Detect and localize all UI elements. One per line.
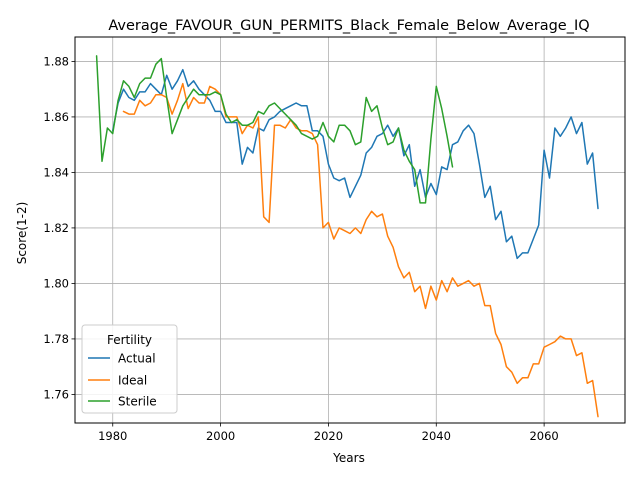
legend-frame [81,324,178,414]
legend-label-sterile: Sterile [118,395,157,409]
series-line-sterile [95,55,454,204]
y-tick-label: 1.82 [43,221,69,235]
x-tick-label: 2000 [206,429,235,443]
x-axis-label: Years [332,451,365,465]
y-tick-label: 1.88 [43,54,69,68]
y-tick-label: 1.78 [43,332,69,346]
grid-layer [75,37,625,423]
y-axis-label: Score(1-2) [15,202,29,265]
series-layer [95,55,599,418]
legend-label-actual: Actual [118,352,156,366]
plot-frame [74,36,626,424]
x-tick-label: 2040 [422,429,451,443]
legend-label-ideal: Ideal [118,374,147,388]
legend-title: Fertility [107,333,152,347]
y-tick-label: 1.84 [43,165,69,179]
y-tick-label: 1.86 [43,110,69,124]
legend: Fertility Actual Ideal Sterile [81,324,178,414]
y-tick-label: 1.80 [43,276,69,290]
x-tick-label: 2060 [529,429,558,443]
x-tick-label: 2020 [314,429,343,443]
series-line-ideal [122,82,599,418]
x-tick-label: 1980 [98,429,127,443]
y-tick-label: 1.76 [43,387,69,401]
chart-title: Average_FAVOUR_GUN_PERMITS_Black_Female_… [108,18,589,34]
series-line-actual [111,68,599,260]
tick-layer: 1980 2000 2020 2040 2060 1.76 1.78 1.80 1.82 1.84… [43,54,558,443]
